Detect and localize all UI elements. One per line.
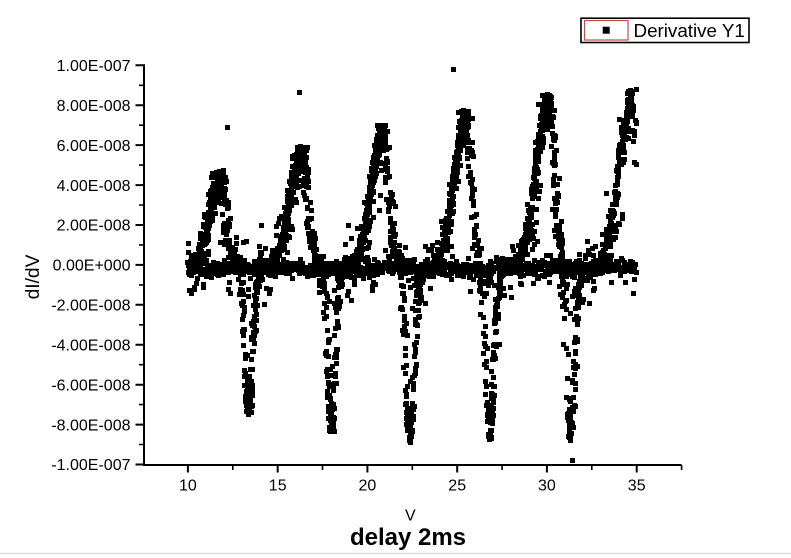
svg-text:10: 10 [179,478,197,495]
svg-text:6.00E-008: 6.00E-008 [57,138,131,155]
svg-text:1.00E-007: 1.00E-007 [57,58,131,75]
svg-text:30: 30 [538,478,556,495]
svg-text:dI/dV: dI/dV [23,254,44,299]
svg-text:35: 35 [628,478,646,495]
svg-text:-4.00E-008: -4.00E-008 [51,337,130,354]
svg-text:15: 15 [269,478,287,495]
svg-text:delay 2ms: delay 2ms [350,524,466,551]
svg-text:2.00E-008: 2.00E-008 [57,218,131,235]
svg-text:-2.00E-008: -2.00E-008 [51,298,130,315]
svg-text:4.00E-008: 4.00E-008 [57,178,131,195]
svg-text:0.00E+000: 0.00E+000 [53,258,131,275]
svg-text:-1.00E-007: -1.00E-007 [51,457,130,474]
svg-text:25: 25 [448,478,466,495]
svg-text:8.00E-008: 8.00E-008 [57,98,131,115]
svg-text:-8.00E-008: -8.00E-008 [51,417,130,434]
svg-text:20: 20 [359,478,377,495]
svg-text:-6.00E-008: -6.00E-008 [51,377,130,394]
svg-text:Derivative Y1: Derivative Y1 [634,20,745,41]
svg-text:V: V [405,508,416,525]
